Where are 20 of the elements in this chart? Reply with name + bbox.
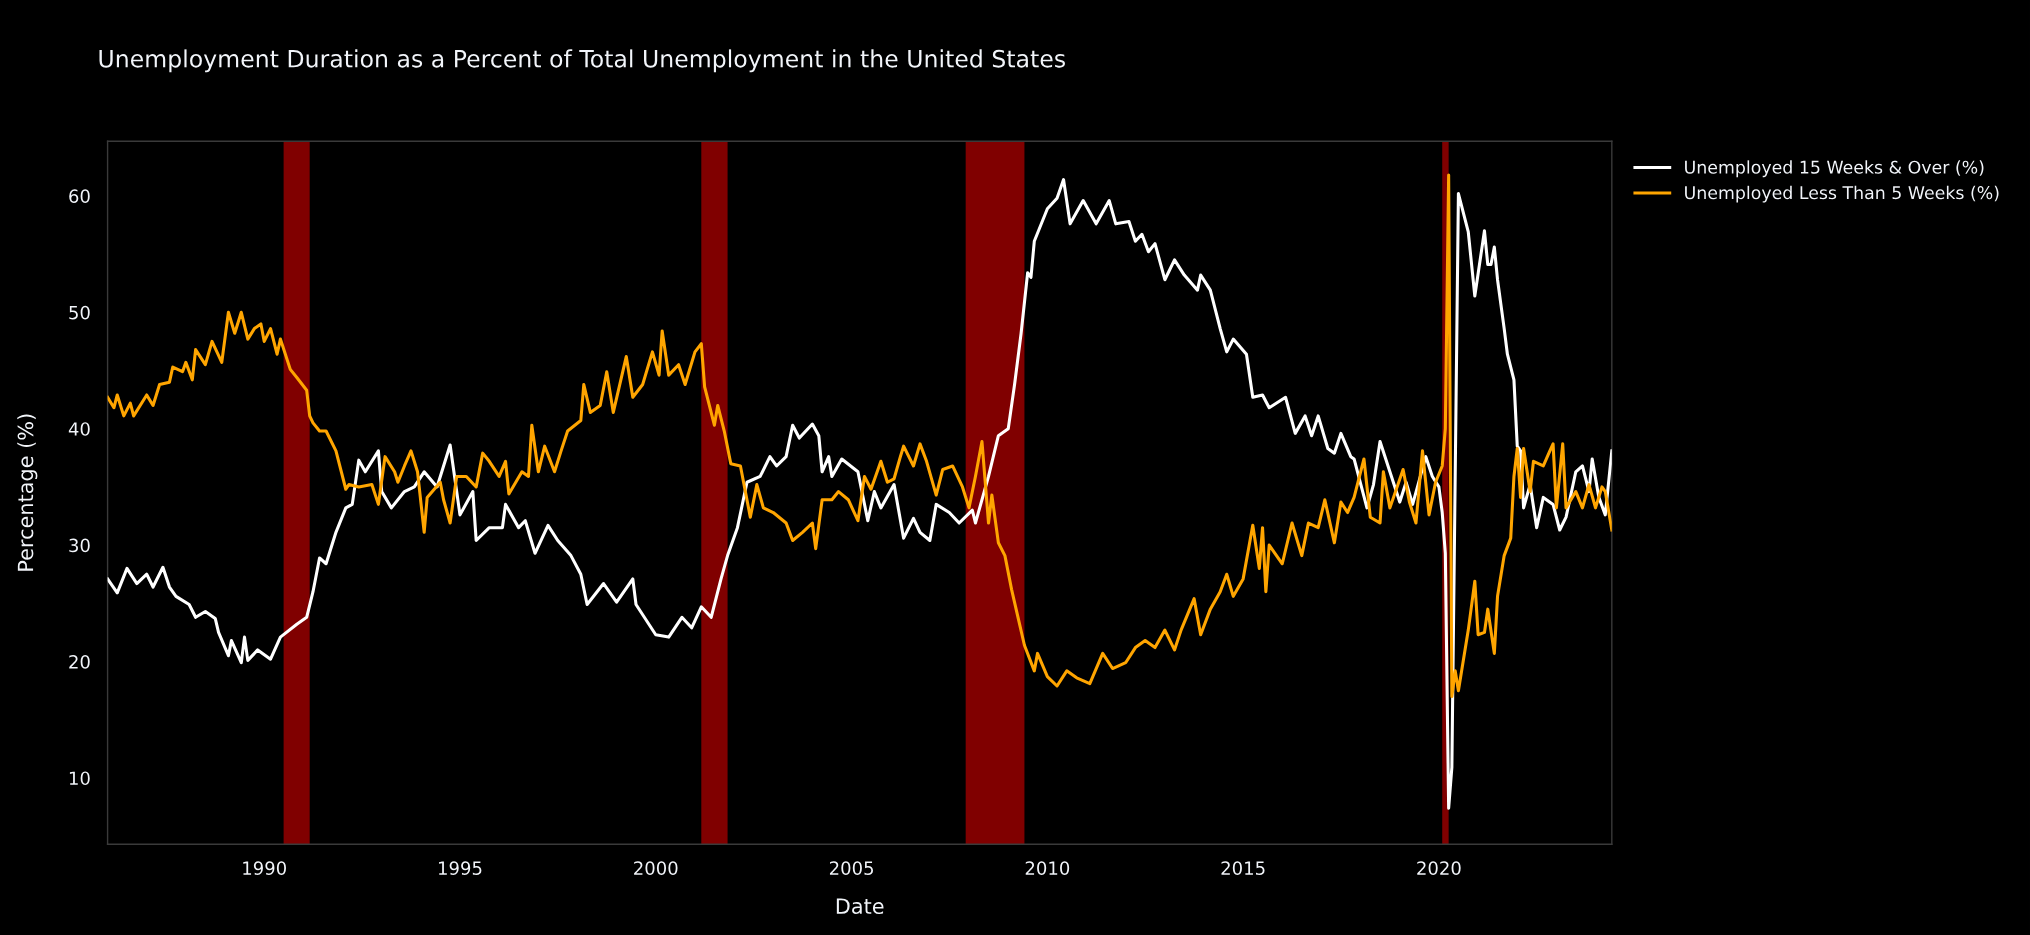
legend-label: Unemployed 15 Weeks & Over (%) xyxy=(1685,160,1984,178)
x-tick-label: 2010 xyxy=(1025,861,1070,875)
x-tick-label: 1990 xyxy=(243,861,286,875)
y-tick-label: 60 xyxy=(69,189,90,204)
chart-title: Unemployment Duration as a Percent of Total Unemployment in the United States xyxy=(99,49,1065,73)
x-tick-label: 2005 xyxy=(829,861,874,875)
x-tick-label: 1995 xyxy=(438,861,482,875)
y-tick-label: 10 xyxy=(69,771,90,786)
line-series xyxy=(107,173,1612,698)
line-series xyxy=(107,178,1612,810)
x-tick-label: 2020 xyxy=(1417,861,1461,875)
y-axis-title: Percentage (%) xyxy=(17,414,38,571)
x-axis-title: Date xyxy=(836,898,884,915)
y-tick-label: 40 xyxy=(68,422,90,436)
y-tick-label: 30 xyxy=(69,538,90,553)
y-tick-label: 50 xyxy=(69,305,90,320)
x-tick-label: 2015 xyxy=(1221,861,1265,875)
legend-label: Unemployed Less Than 5 Weeks (%) xyxy=(1685,185,1999,203)
y-tick-label: 20 xyxy=(69,655,90,669)
x-tick-label: 2000 xyxy=(634,861,678,875)
